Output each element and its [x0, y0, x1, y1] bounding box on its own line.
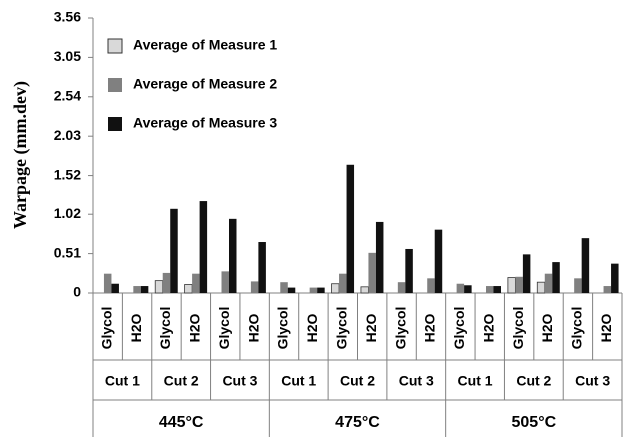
bar	[331, 283, 340, 294]
x-tick-label: Glycol	[510, 307, 526, 350]
bar	[162, 272, 171, 293]
bar	[368, 252, 376, 293]
x-tick-label: Glycol	[216, 307, 232, 350]
legend-label: Average of Measure 1	[133, 37, 277, 53]
y-tick-label: 3.05	[54, 48, 81, 64]
bar	[581, 238, 590, 293]
x-tick-label: H2O	[539, 314, 555, 343]
bar	[434, 229, 443, 293]
subgroup-label: Cut 2	[340, 373, 375, 389]
bar	[309, 287, 318, 293]
x-tick-label: Glycol	[392, 307, 408, 350]
bar	[544, 273, 553, 293]
bar	[397, 282, 406, 293]
bar	[507, 277, 516, 294]
legend-swatch	[107, 38, 123, 54]
bar	[103, 273, 112, 293]
x-tick-label: H2O	[363, 314, 379, 343]
x-tick-label: H2O	[480, 314, 496, 343]
subgroup-label: Cut 2	[516, 373, 551, 389]
bar	[317, 287, 325, 293]
bar	[360, 286, 369, 294]
y-tick-label: 2.03	[54, 127, 81, 143]
bar	[346, 164, 355, 293]
y-tick-label: 2.54	[54, 87, 81, 103]
bar	[375, 221, 384, 293]
y-tick-label: 3.56	[54, 9, 81, 25]
x-tick-label: Glycol	[334, 307, 350, 350]
bar	[339, 273, 347, 293]
x-tick-label: Glycol	[157, 307, 173, 350]
x-tick-label: H2O	[598, 314, 614, 343]
legend-label: Average of Measure 2	[133, 76, 277, 92]
subgroup-label: Cut 1	[458, 373, 493, 389]
bar	[574, 278, 582, 293]
x-tick-label: Glycol	[569, 307, 585, 350]
x-tick-label: H2O	[245, 314, 261, 343]
subgroup-label: Cut 3	[399, 373, 434, 389]
bar	[250, 281, 259, 293]
group-label: 505°C	[512, 414, 557, 431]
bar	[486, 286, 494, 293]
bar	[280, 282, 288, 293]
y-tick-label: 1.52	[54, 166, 81, 182]
x-tick-label: H2O	[422, 314, 438, 343]
bar	[493, 286, 501, 293]
subgroup-label: Cut 1	[281, 373, 316, 389]
bar	[287, 287, 296, 293]
y-tick-label: 0.51	[54, 244, 81, 260]
bar	[464, 285, 472, 293]
bar	[221, 271, 229, 293]
bar	[427, 278, 435, 293]
x-tick-label: H2O	[304, 314, 320, 343]
bar	[536, 281, 546, 294]
legend-swatch	[108, 78, 122, 92]
bar	[552, 262, 560, 293]
bar	[133, 286, 141, 293]
x-tick-label: H2O	[128, 314, 144, 343]
bar	[611, 263, 619, 293]
x-tick-label: H2O	[187, 314, 203, 343]
group-label: 475°C	[335, 414, 380, 431]
bar	[229, 218, 237, 293]
bar	[456, 283, 465, 293]
bar	[140, 286, 149, 293]
x-tick-label: Glycol	[98, 307, 114, 350]
bar	[154, 280, 164, 294]
bar	[515, 276, 523, 293]
bar	[258, 242, 266, 293]
bar	[192, 273, 200, 293]
x-tick-label: Glycol	[275, 307, 291, 350]
bar	[522, 254, 531, 293]
bar	[170, 208, 178, 293]
subgroup-label: Cut 1	[105, 373, 140, 389]
bar	[199, 201, 208, 293]
x-tick-label: Glycol	[451, 307, 467, 350]
bar	[603, 286, 612, 293]
y-tick-label: 1.02	[54, 205, 81, 221]
legend-label: Average of Measure 3	[133, 115, 277, 131]
y-tick-label: 0	[73, 284, 81, 300]
legend-swatch	[108, 117, 122, 131]
subgroup-label: Cut 3	[222, 373, 257, 389]
subgroup-label: Cut 3	[575, 373, 610, 389]
y-axis-label: Warpage (mm.dev)	[10, 81, 31, 229]
subgroup-label: Cut 2	[164, 373, 199, 389]
bar	[405, 248, 413, 293]
group-label: 445°C	[159, 414, 204, 431]
bar	[184, 284, 193, 294]
bar	[111, 283, 119, 293]
